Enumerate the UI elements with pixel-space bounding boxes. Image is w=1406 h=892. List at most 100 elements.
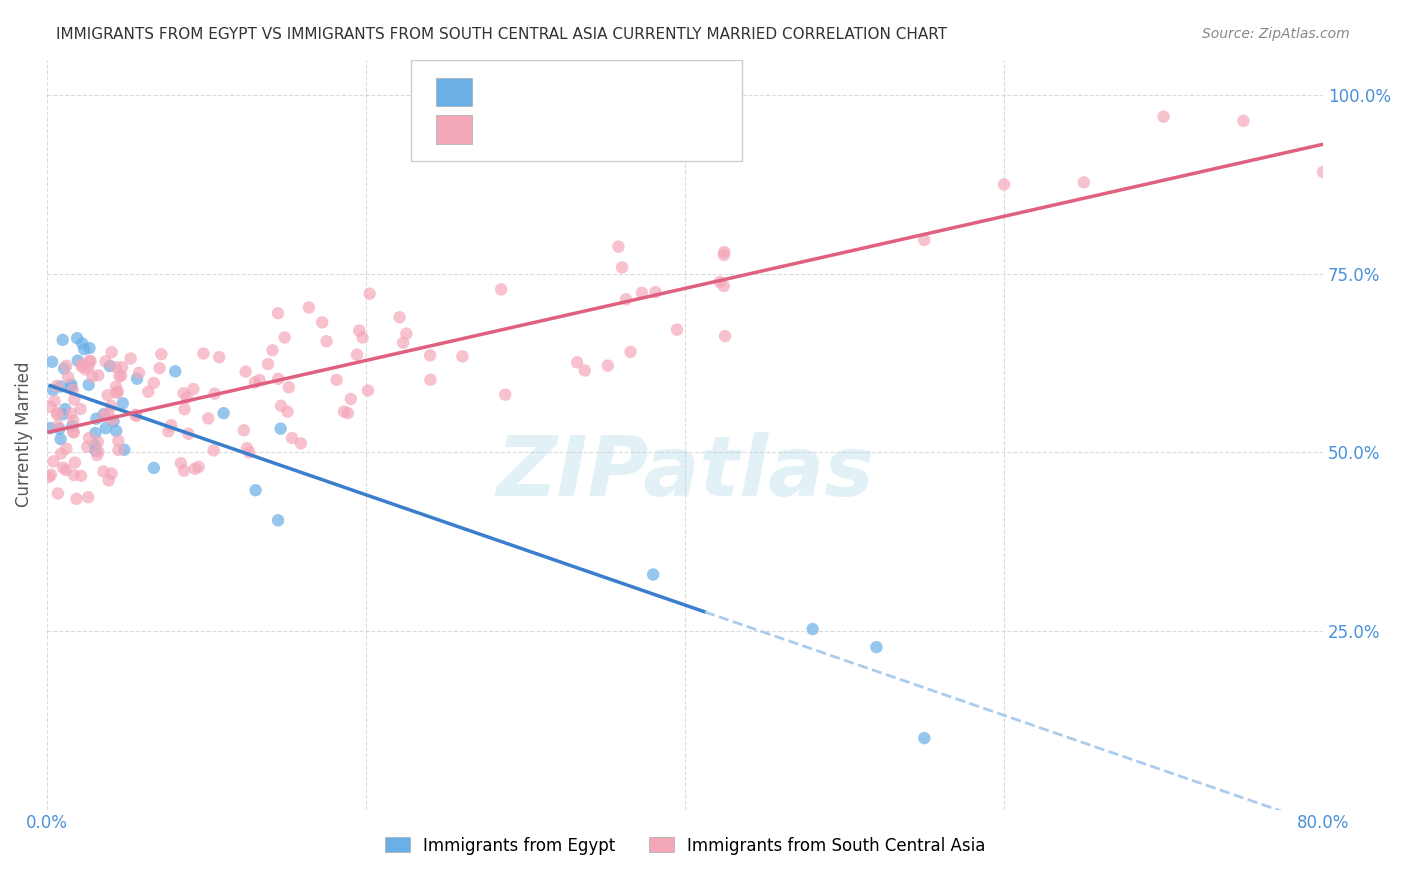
Immigrants from Egypt [112,442,135,457]
Immigrants from South Central Asia [65,491,87,506]
Text: -0.547: -0.547 [519,85,583,103]
Immigrants from South Central Asia [1073,175,1095,189]
Immigrants from South Central Asia [96,388,118,402]
Immigrants from South Central Asia [713,279,735,293]
Immigrants from South Central Asia [124,408,146,422]
Immigrants from South Central Asia [55,442,77,456]
Immigrants from South Central Asia [107,442,129,457]
Immigrants from South Central Asia [607,239,630,253]
Immigrants from Egypt [70,336,93,351]
Immigrants from South Central Asia [713,245,735,260]
Immigrants from Egypt [52,333,75,347]
Immigrants from South Central Asia [39,467,62,482]
Immigrants from South Central Asia [713,248,735,262]
Immigrants from South Central Asia [62,383,84,397]
Immigrants from South Central Asia [46,486,69,500]
Immigrants from South Central Asia [86,448,108,462]
Immigrants from South Central Asia [44,394,66,409]
FancyBboxPatch shape [436,115,472,144]
Immigrants from South Central Asia [105,385,128,400]
Immigrants from Egypt [245,483,267,498]
Immigrants from South Central Asia [347,324,370,338]
Immigrants from South Central Asia [267,306,290,320]
Immigrants from South Central Asia [352,330,374,344]
Immigrants from South Central Asia [46,418,69,433]
Immigrants from South Central Asia [1312,165,1334,179]
Immigrants from South Central Asia [197,411,219,425]
Immigrants from South Central Asia [173,386,195,401]
Immigrants from South Central Asia [49,446,72,460]
Immigrants from South Central Asia [202,443,225,458]
Immigrants from South Central Asia [70,358,93,372]
Immigrants from Egypt [53,361,76,376]
Immigrants from Egypt [84,443,107,458]
Immigrants from South Central Asia [176,391,198,405]
FancyBboxPatch shape [411,60,742,161]
Immigrants from South Central Asia [93,465,115,479]
Immigrants from South Central Asia [631,285,654,300]
Immigrants from Egypt [912,731,935,745]
Immigrants from Egypt [84,426,107,441]
Immigrants from South Central Asia [160,418,183,433]
Immigrants from South Central Asia [77,359,100,374]
Immigrants from South Central Asia [82,369,104,384]
Text: R =: R = [479,122,519,140]
Immigrants from Egypt [165,364,187,378]
Immigrants from South Central Asia [1232,113,1254,128]
Immigrants from South Central Asia [42,454,65,468]
Immigrants from Egypt [60,380,83,394]
Immigrants from South Central Asia [63,468,86,483]
Immigrants from South Central Asia [101,412,124,426]
Immigrants from Egypt [49,432,72,446]
Immigrants from South Central Asia [238,445,260,459]
Immigrants from South Central Asia [38,470,60,484]
Immigrants from Egypt [212,406,235,420]
Immigrants from South Central Asia [87,444,110,458]
Immigrants from South Central Asia [157,425,180,439]
Immigrants from Egypt [41,355,63,369]
Immigrants from South Central Asia [55,463,77,477]
Immigrants from South Central Asia [39,400,62,414]
Immigrants from Egypt [142,461,165,475]
Immigrants from South Central Asia [243,376,266,390]
Immigrants from South Central Asia [665,323,688,337]
Immigrants from South Central Asia [120,351,142,366]
Immigrants from South Central Asia [100,399,122,413]
Immigrants from South Central Asia [136,384,159,399]
Immigrants from South Central Asia [63,392,86,407]
Immigrants from Egypt [86,411,108,425]
Immigrants from South Central Asia [1153,110,1175,124]
Immigrants from Egypt [66,331,89,345]
Immigrants from South Central Asia [62,425,84,439]
Immigrants from South Central Asia [419,348,441,362]
Immigrants from South Central Asia [125,409,148,423]
Immigrants from Egypt [125,372,148,386]
Immigrants from South Central Asia [273,330,295,344]
Immigrants from South Central Asia [177,426,200,441]
Immigrants from South Central Asia [107,384,129,399]
Immigrants from South Central Asia [62,425,84,440]
Immigrants from South Central Asia [46,406,69,420]
Immigrants from South Central Asia [311,315,333,329]
Immigrants from South Central Asia [111,360,134,375]
Immigrants from Egypt [270,422,292,436]
Immigrants from Egypt [267,513,290,527]
Immigrants from South Central Asia [596,359,619,373]
Text: R =: R = [479,85,519,103]
Immigrants from South Central Asia [183,382,205,396]
Immigrants from South Central Asia [357,384,380,398]
Immigrants from South Central Asia [993,178,1015,192]
Immigrants from Egypt [98,359,121,373]
Immigrants from South Central Asia [232,423,254,437]
Immigrants from South Central Asia [489,282,512,296]
Immigrants from South Central Asia [55,359,77,373]
Immigrants from South Central Asia [150,347,173,361]
Immigrants from South Central Asia [148,361,170,376]
Text: 0.630: 0.630 [519,122,576,140]
Immigrants from South Central Asia [494,387,516,401]
Immigrants from South Central Asia [77,490,100,504]
Immigrants from South Central Asia [69,402,91,417]
Immigrants from South Central Asia [236,441,259,455]
Immigrants from Egypt [105,424,128,438]
Immigrants from South Central Asia [262,343,284,358]
